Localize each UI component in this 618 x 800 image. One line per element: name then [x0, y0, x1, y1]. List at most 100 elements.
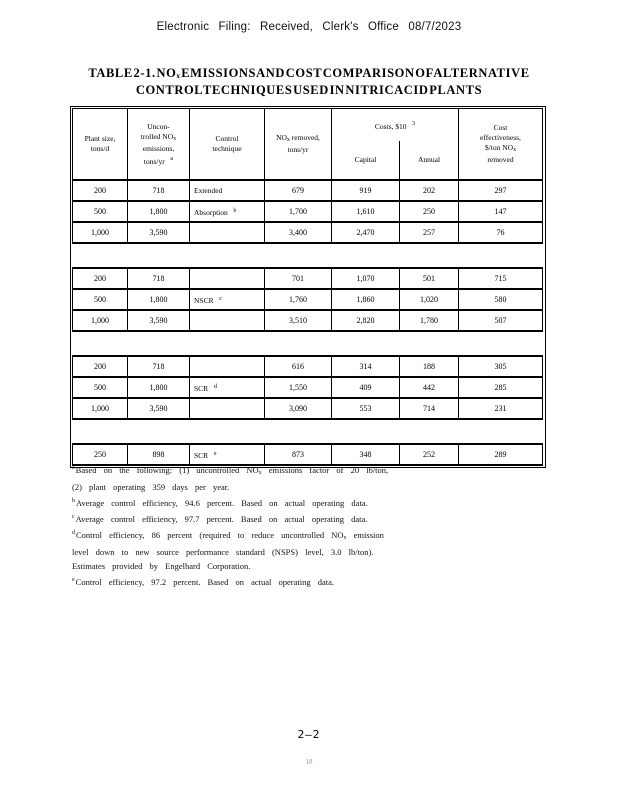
table-title-line1: TABLE 2-1. NOx EMISSIONS AND COST COMPAR…	[88, 66, 530, 80]
cell-uncontrolled: 718	[127, 179, 190, 202]
cell-cost_eff: 297	[458, 179, 543, 202]
header-uncontrolled-emissions: Uncon-trolled NOx emissions, tons/yr a	[127, 108, 190, 180]
spacer-cell	[72, 242, 543, 269]
cell-technique: SCR d	[189, 376, 265, 399]
footnote-line-a1: (2) plant operating 359 days per year.	[72, 482, 230, 492]
cell-capital: 314	[331, 355, 400, 378]
table-row: 200 718 Extended 679 919 202 297	[72, 179, 543, 202]
cell-capital: 1,860	[331, 288, 400, 311]
header-nox-removed: NOx removed, tons/yr	[264, 108, 332, 180]
footnote-line-b: bAverage control efficiency, 94.6 percen…	[72, 498, 368, 508]
cell-technique: Absorption b	[189, 200, 265, 223]
footnotes: aBased on the following: (1) uncontrolle…	[72, 461, 492, 589]
cell-removed: 1,760	[264, 288, 332, 311]
table-title: TABLE 2-1. NOx EMISSIONS AND COST COMPAR…	[0, 66, 618, 97]
header-costs-group: Costs, $10 3	[331, 108, 459, 141]
cell-technique	[189, 397, 265, 420]
header-capital: Capital	[331, 141, 400, 181]
cell-removed: 1,700	[264, 200, 332, 223]
cell-capital: 2,470	[331, 221, 400, 244]
table-row: 250 898 SCR e 873 348 252 289	[72, 443, 543, 466]
spacer-cell	[72, 330, 543, 357]
table-title-line2: CONTROL TECHNIQUES USED IN NITRIC ACID P…	[135, 83, 483, 97]
cell-annual: 501	[399, 267, 459, 290]
cell-capital: 1,610	[331, 200, 400, 223]
cell-cost_eff: 231	[458, 397, 543, 420]
header-cost-effectiveness: Cost effectiveness, $/ton NOx removed	[458, 108, 543, 180]
cell-uncontrolled: 3,590	[127, 221, 190, 244]
table-row: 1,000 3,590 3,400 2,470 257 76	[72, 221, 543, 244]
cell-uncontrolled: 718	[127, 267, 190, 290]
cell-capital: 348	[331, 443, 400, 466]
cell-uncontrolled: 898	[127, 443, 190, 466]
cell-uncontrolled: 3,590	[127, 397, 190, 420]
cell-removed: 1,550	[264, 376, 332, 399]
emissions-cost-table-frame: Plant size, tons/d Uncon-trolled NOx emiss…	[70, 106, 546, 468]
cell-annual: 1,780	[399, 309, 459, 332]
cell-cost_eff: 715	[458, 267, 543, 290]
cell-cost_eff: 507	[458, 309, 543, 332]
cell-technique	[189, 267, 265, 290]
cell-technique	[189, 221, 265, 244]
cell-capital: 409	[331, 376, 400, 399]
cell-cost_eff: 580	[458, 288, 543, 311]
cell-technique	[189, 309, 265, 332]
table-row: 1,000 3,590 3,090 553 714 231	[72, 397, 543, 420]
spacer-row	[72, 330, 543, 357]
cell-cost_eff: 76	[458, 221, 543, 244]
table-row: 500 1,800 SCR d 1,550 409 442 285	[72, 376, 543, 399]
filing-stamp-header: Electronic Filing: Received, Clerk's Off…	[156, 21, 462, 33]
cell-plant: 500	[72, 200, 128, 223]
cell-capital: 1,070	[331, 267, 400, 290]
cell-removed: 3,400	[264, 221, 332, 244]
cell-plant: 200	[72, 267, 128, 290]
header-control-technique: Control technique	[189, 108, 265, 180]
header-annual: Annual	[399, 141, 459, 181]
spacer-row	[72, 418, 543, 445]
cell-annual: 202	[399, 179, 459, 202]
page-number: 2—2	[297, 728, 321, 741]
table-row: 500 1,800 Absorption b 1,700 1,610 250 147	[72, 200, 543, 223]
emissions-cost-table: Plant size, tons/d Uncon-trolled NOx emiss…	[72, 108, 543, 466]
cell-plant: 200	[72, 179, 128, 202]
cell-plant: 500	[72, 288, 128, 311]
cell-capital: 553	[331, 397, 400, 420]
cell-plant: 1,000	[72, 309, 128, 332]
table-row: 200 718 616 314 188 305	[72, 355, 543, 378]
cell-removed: 616	[264, 355, 332, 378]
cell-technique: NSCR c	[189, 288, 265, 311]
cell-technique	[189, 355, 265, 378]
table-body: 200 718 Extended 679 919 202 297 500 1,800 Absorp…	[72, 179, 543, 466]
footnote-line-d2: Estimates provided by Engelhard Corporat…	[72, 561, 251, 571]
cell-removed: 3,090	[264, 397, 332, 420]
cell-cost_eff: 289	[458, 443, 543, 466]
cell-plant: 500	[72, 376, 128, 399]
footnote-line-d1: level down to new source performance sta…	[72, 547, 374, 557]
table-header: Plant size, tons/d Uncon-trolled NOx emiss…	[72, 108, 543, 181]
cell-annual: 188	[399, 355, 459, 378]
footer-mark: 18	[305, 758, 313, 766]
cell-plant: 200	[72, 355, 128, 378]
footnote-line-e: eControl efficiency, 97.2 percent. Based…	[72, 577, 334, 587]
cell-uncontrolled: 3,590	[127, 309, 190, 332]
cell-annual: 1,020	[399, 288, 459, 311]
footnote-line-c: cAverage control efficiency, 97.7 percen…	[72, 514, 368, 524]
cell-plant: 250	[72, 443, 128, 466]
cell-technique: SCR e	[189, 443, 265, 466]
cell-cost_eff: 147	[458, 200, 543, 223]
cell-plant: 1,000	[72, 397, 128, 420]
table-row: 200 718 701 1,070 501 715	[72, 267, 543, 290]
cell-technique: Extended	[189, 179, 265, 202]
cell-cost_eff: 285	[458, 376, 543, 399]
cell-cost_eff: 305	[458, 355, 543, 378]
footnote-line-a: aBased on the following: (1) uncontrolle…	[72, 465, 389, 476]
cell-annual: 250	[399, 200, 459, 223]
cell-annual: 714	[399, 397, 459, 420]
spacer-cell	[72, 418, 543, 445]
cell-removed: 3,510	[264, 309, 332, 332]
cell-capital: 2,820	[331, 309, 400, 332]
cell-annual: 442	[399, 376, 459, 399]
table-row: 1,000 3,590 3,510 2,820 1,780 507	[72, 309, 543, 332]
cell-removed: 873	[264, 443, 332, 466]
